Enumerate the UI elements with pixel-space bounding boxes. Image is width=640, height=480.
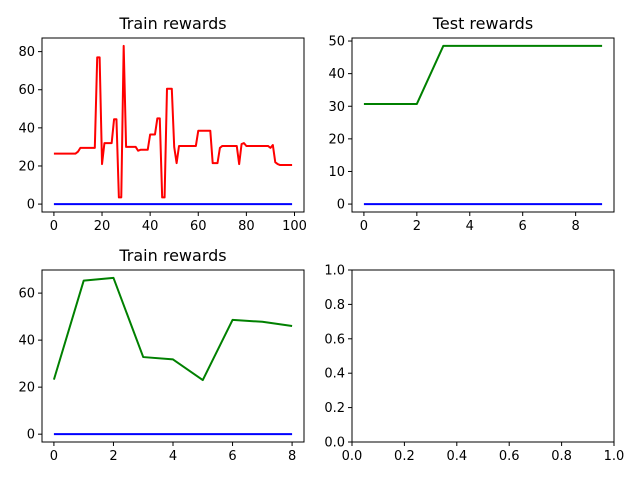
y-tick-label: 60 bbox=[18, 83, 35, 98]
x-axis: 0 2 4 6 8 bbox=[50, 442, 296, 464]
axes-frame bbox=[41, 37, 305, 213]
x-tick-label: 4 bbox=[169, 449, 177, 464]
series-line-1 bbox=[363, 44, 603, 105]
x-tick-label: 0.4 bbox=[446, 449, 467, 464]
y-axis: 0 20 40 60 bbox=[18, 287, 42, 443]
series-line-1 bbox=[53, 44, 293, 199]
x-tick-label: 2 bbox=[413, 219, 421, 234]
x-tick-label: 1.0 bbox=[604, 449, 625, 464]
x-tick-label: 60 bbox=[190, 219, 207, 234]
axes-frame bbox=[351, 269, 615, 443]
x-tick-label: 100 bbox=[282, 219, 307, 234]
y-axis: 0 20 40 60 80 bbox=[18, 45, 42, 213]
y-tick-label: 80 bbox=[18, 45, 35, 60]
axes-frame bbox=[351, 37, 615, 213]
y-tick-label: 30 bbox=[328, 100, 345, 115]
plot-area bbox=[363, 44, 603, 206]
x-tick-label: 2 bbox=[109, 449, 117, 464]
x-tick-label: 0 bbox=[50, 449, 58, 464]
panel-title: Test rewards bbox=[432, 14, 533, 33]
x-tick-label: 0.0 bbox=[342, 449, 363, 464]
y-tick-label: 40 bbox=[18, 334, 35, 349]
x-tick-label: 8 bbox=[288, 449, 296, 464]
y-tick-label: 0.2 bbox=[324, 401, 345, 416]
panel-title: Train rewards bbox=[118, 246, 226, 265]
y-axis: 0 10 20 30 40 50 bbox=[328, 35, 352, 213]
panel-train-rewards-top: Train rewards 0 20 40 60 80 100 0 20 40 60 80 bbox=[18, 14, 306, 234]
x-tick-label: 20 bbox=[94, 219, 111, 234]
x-axis: 0 20 40 60 80 100 bbox=[50, 212, 307, 234]
panel-title: Train rewards bbox=[118, 14, 226, 33]
y-tick-label: 20 bbox=[18, 159, 35, 174]
y-tick-label: 60 bbox=[18, 287, 35, 302]
y-tick-label: 0.6 bbox=[324, 332, 345, 347]
y-tick-label: 0.0 bbox=[324, 436, 345, 451]
plot-area bbox=[52, 276, 293, 436]
y-tick-label: 0 bbox=[27, 428, 35, 443]
y-tick-label: 40 bbox=[328, 67, 345, 82]
x-axis: 0 2 4 6 8 bbox=[360, 212, 580, 234]
y-tick-label: 20 bbox=[328, 132, 345, 147]
x-tick-label: 0 bbox=[50, 219, 58, 234]
y-tick-label: 0 bbox=[27, 198, 35, 213]
plot-area bbox=[53, 44, 293, 206]
x-axis: 0.0 0.2 0.4 0.6 0.8 1.0 bbox=[342, 442, 625, 464]
y-tick-label: 1.0 bbox=[324, 264, 345, 279]
x-tick-label: 40 bbox=[142, 219, 159, 234]
x-tick-label: 8 bbox=[571, 219, 579, 234]
x-tick-label: 6 bbox=[228, 449, 236, 464]
x-tick-label: 0.2 bbox=[394, 449, 415, 464]
x-tick-label: 80 bbox=[238, 219, 255, 234]
y-tick-label: 50 bbox=[328, 35, 345, 50]
x-tick-label: 6 bbox=[519, 219, 527, 234]
x-tick-label: 0 bbox=[360, 219, 368, 234]
y-tick-label: 0.4 bbox=[324, 367, 345, 382]
y-tick-label: 40 bbox=[18, 121, 35, 136]
x-tick-label: 0.8 bbox=[551, 449, 572, 464]
x-tick-label: 4 bbox=[466, 219, 474, 234]
y-tick-label: 20 bbox=[18, 381, 35, 396]
y-tick-label: 10 bbox=[328, 165, 345, 180]
y-tick-label: 0 bbox=[337, 198, 345, 213]
y-axis: 0.0 0.2 0.4 0.6 0.8 1.0 bbox=[324, 264, 352, 451]
panel-test-rewards: Test rewards 0 2 4 6 8 0 10 20 30 40 50 bbox=[328, 14, 615, 234]
y-tick-label: 0.8 bbox=[324, 298, 345, 313]
panel-empty: 0.0 0.2 0.4 0.6 0.8 1.0 0.0 0.2 0.4 0.6 0.8 1.0 bbox=[324, 264, 624, 465]
series-line-1 bbox=[52, 276, 293, 382]
panel-train-rewards-bottom: Train rewards 0 2 4 6 8 0 20 40 60 bbox=[18, 246, 305, 464]
x-tick-label: 0.6 bbox=[499, 449, 520, 464]
